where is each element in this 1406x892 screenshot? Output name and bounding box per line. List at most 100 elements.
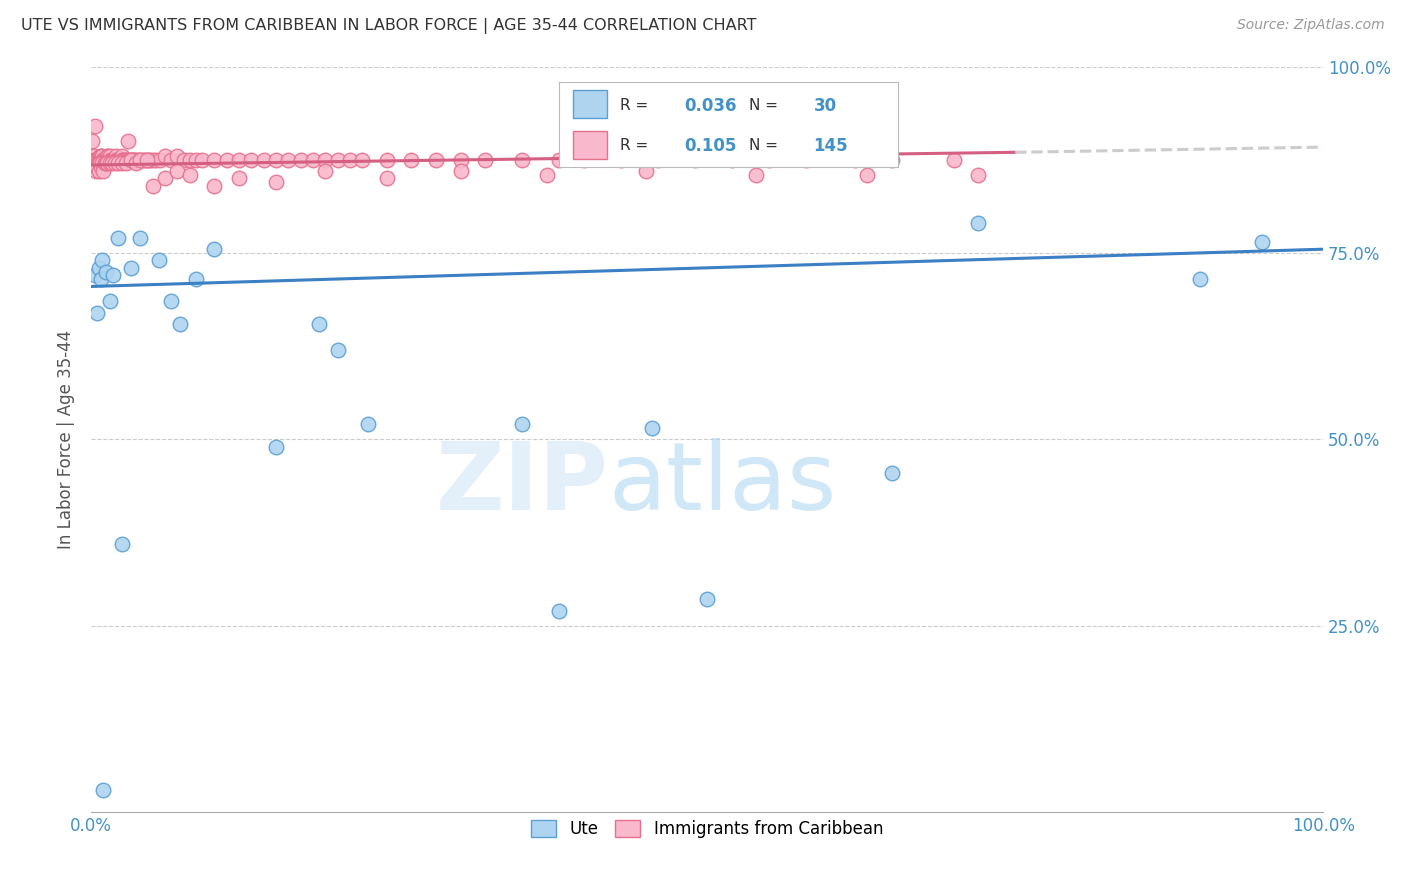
Point <box>153 171 176 186</box>
Point <box>96 149 118 163</box>
Point <box>142 178 165 193</box>
Point <box>83 268 105 283</box>
Point <box>98 156 121 170</box>
Point <box>93 156 115 170</box>
Point <box>179 153 201 167</box>
Point <box>90 153 112 167</box>
Text: atlas: atlas <box>609 438 837 530</box>
Point <box>253 153 276 167</box>
Point <box>107 153 129 167</box>
Point <box>326 343 349 357</box>
Point <box>114 156 136 170</box>
Point <box>153 149 176 163</box>
Point <box>83 153 105 167</box>
Point <box>122 153 145 167</box>
Point <box>104 149 127 163</box>
Point <box>83 149 105 163</box>
Point <box>264 153 287 167</box>
Point <box>98 149 121 163</box>
Point <box>84 156 107 170</box>
Point <box>184 153 207 167</box>
Point <box>401 153 423 167</box>
Point <box>89 149 111 163</box>
Point <box>326 153 349 167</box>
Point <box>683 153 706 167</box>
Point <box>314 164 336 178</box>
Point <box>696 592 718 607</box>
Point <box>98 153 121 167</box>
Point <box>107 153 129 167</box>
Point <box>169 317 191 331</box>
Point <box>145 153 167 167</box>
Point <box>173 153 195 167</box>
Point <box>97 153 120 167</box>
Point <box>129 153 152 167</box>
Point <box>290 153 312 167</box>
Point <box>90 160 112 174</box>
Point <box>352 153 374 167</box>
Point <box>166 149 188 163</box>
Point <box>111 153 134 167</box>
Point <box>86 153 108 167</box>
Point <box>100 153 122 167</box>
Point <box>120 153 142 167</box>
Point <box>512 417 534 432</box>
Point <box>264 175 287 189</box>
Point <box>93 782 115 797</box>
Point <box>93 153 115 167</box>
Y-axis label: In Labor Force | Age 35-44: In Labor Force | Age 35-44 <box>58 330 75 549</box>
Point <box>844 153 866 167</box>
Point <box>110 153 132 167</box>
Point <box>87 153 110 167</box>
Point <box>98 294 121 309</box>
Point <box>90 153 112 167</box>
Point <box>103 153 125 167</box>
Point <box>148 253 170 268</box>
Point <box>121 153 143 167</box>
Point <box>179 168 201 182</box>
Point <box>101 153 124 167</box>
Point <box>103 268 125 283</box>
Point <box>117 134 139 148</box>
Point <box>108 153 131 167</box>
Point <box>91 149 114 163</box>
Point <box>572 153 595 167</box>
Point <box>83 153 105 167</box>
Point <box>89 153 111 167</box>
Point <box>548 153 571 167</box>
Point <box>96 156 118 170</box>
Point <box>87 164 110 178</box>
Point <box>228 153 250 167</box>
Point <box>202 242 225 256</box>
Point <box>308 317 330 331</box>
Point <box>166 164 188 178</box>
Point <box>124 153 146 167</box>
Point <box>339 153 361 167</box>
Point <box>135 153 157 167</box>
Point <box>1250 235 1272 249</box>
Point <box>94 153 117 167</box>
Point <box>122 153 145 167</box>
Point <box>536 168 558 182</box>
Point <box>91 253 114 268</box>
Point <box>967 168 990 182</box>
Point <box>98 153 121 167</box>
Point <box>103 153 125 167</box>
Point <box>90 149 112 163</box>
Point <box>132 153 155 167</box>
Point <box>215 153 238 167</box>
Point <box>512 153 534 167</box>
Point <box>84 153 107 167</box>
Point <box>160 153 183 167</box>
Point <box>129 153 152 167</box>
Point <box>93 153 115 167</box>
Point <box>942 153 965 167</box>
Point <box>105 153 128 167</box>
Point <box>87 153 110 167</box>
Point <box>82 134 104 148</box>
Point <box>94 156 117 170</box>
Point <box>160 294 183 309</box>
Point <box>105 153 128 167</box>
Point <box>86 153 108 167</box>
Point <box>880 153 903 167</box>
